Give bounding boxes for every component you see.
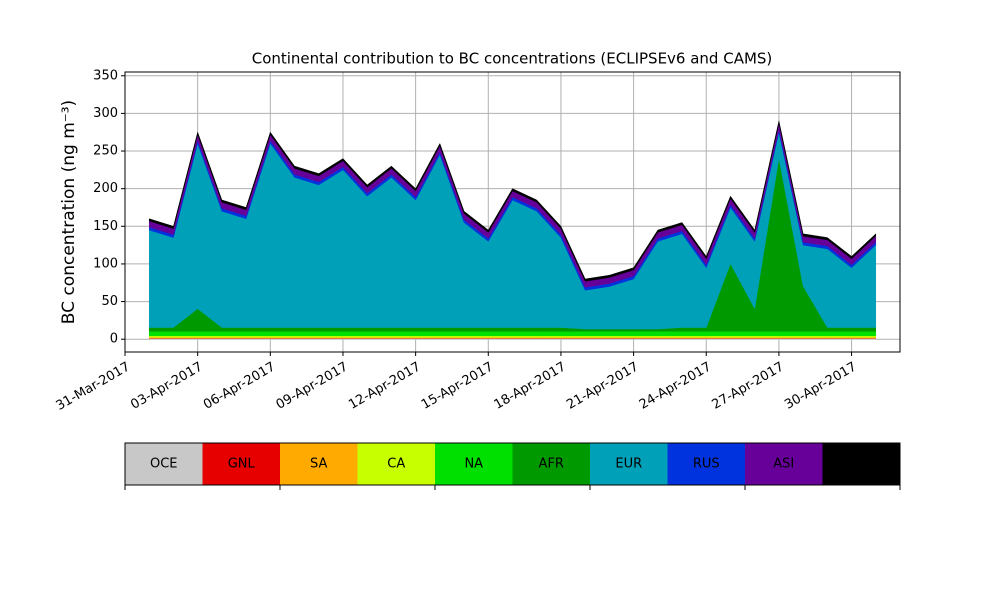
legend-label: EUR [615, 457, 642, 472]
legend-label: CA [387, 457, 405, 472]
y-tick-label: 0 [110, 332, 118, 347]
legend-label: ASI [773, 457, 794, 472]
chart-title: Continental contribution to BC concentra… [252, 50, 773, 68]
legend-swatch [125, 443, 203, 485]
legend-swatch [667, 443, 745, 485]
legend-label: GNL [228, 457, 256, 472]
x-tick-label: 21-Apr-2017 [564, 360, 641, 413]
x-tick-label: 03-Apr-2017 [128, 360, 205, 413]
y-tick-label: 150 [93, 219, 118, 234]
legend-swatch [435, 443, 513, 485]
area [148, 120, 877, 282]
legend-swatch [280, 443, 358, 485]
legend-swatch [202, 443, 280, 485]
plot-frame [124, 71, 901, 353]
x-tick-label: 24-Apr-2017 [637, 360, 714, 413]
y-tick-label: 350 [93, 68, 118, 83]
area [148, 331, 877, 337]
legend-label: AFR [539, 457, 564, 472]
x-tick-label: 12-Apr-2017 [346, 360, 423, 413]
y-tick-label: 250 [93, 144, 118, 159]
legend-item: AUS [822, 443, 900, 485]
legend-item: GNL [202, 443, 280, 485]
y-tick-label: 200 [93, 181, 118, 196]
x-tick-label: 06-Apr-2017 [201, 360, 278, 413]
legend-item: ASI [745, 443, 823, 485]
legend-item: OCE [125, 443, 203, 485]
x-tick-label: 30-Apr-2017 [782, 360, 859, 413]
legend-item: AFR [512, 443, 590, 485]
legend-swatch [357, 443, 435, 485]
x-tick-label: 09-Apr-2017 [274, 360, 351, 413]
legend-label: RUS [693, 457, 720, 472]
y-axis-label: BC concentration (ng m⁻³) [59, 100, 79, 324]
legend-frame [124, 442, 901, 486]
x-tick-label: 15-Apr-2017 [419, 360, 496, 413]
x-tick-label: 31-Mar-2017 [54, 360, 133, 414]
legend-swatch [745, 443, 823, 485]
legend-label: AUS [848, 457, 875, 472]
legend-swatch [590, 443, 668, 485]
legend-item: CA [357, 443, 435, 485]
x-tick-label: 18-Apr-2017 [492, 360, 569, 413]
legend-item: EUR [590, 443, 668, 485]
legend-label: SA [310, 457, 327, 472]
y-tick-label: 300 [93, 106, 118, 121]
legend-item: SA [280, 443, 358, 485]
y-tick-label: 100 [93, 256, 118, 271]
legend-item: RUS [667, 443, 745, 485]
y-tick-label: 50 [101, 294, 118, 309]
legend-label: OCE [150, 457, 178, 472]
legend-label: NA [464, 457, 483, 472]
legend-item: NA [435, 443, 513, 485]
legend-swatch [822, 443, 900, 485]
legend-swatch [512, 443, 590, 485]
x-tick-label: 27-Apr-2017 [710, 360, 787, 413]
